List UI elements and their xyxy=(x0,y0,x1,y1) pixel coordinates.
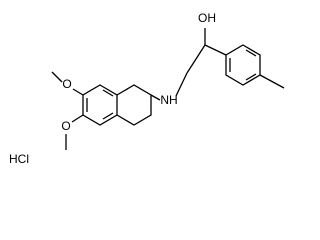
salt-label: HCl xyxy=(9,152,29,166)
bond xyxy=(204,44,227,56)
bond xyxy=(259,74,285,89)
aromatic-ring xyxy=(82,84,118,126)
atom-label: OH xyxy=(198,11,216,25)
bond xyxy=(175,72,188,97)
bond xyxy=(71,114,84,123)
atom-label: O xyxy=(61,119,70,133)
page: O O NH OH HCl (() => { const data = JSON… xyxy=(9,11,285,167)
double-bond xyxy=(245,73,257,81)
structure: O O NH OH HCl xyxy=(9,11,285,166)
bond xyxy=(186,44,206,74)
double-bond xyxy=(102,112,114,120)
bond xyxy=(150,94,161,101)
tolyl-ring xyxy=(225,44,261,86)
double-bond xyxy=(102,89,114,97)
bond xyxy=(72,88,84,96)
atom-label: O xyxy=(62,77,71,91)
double-bond xyxy=(245,49,257,57)
bond xyxy=(51,71,63,83)
saturated-ring xyxy=(116,84,152,126)
atom-label: NH xyxy=(160,93,177,107)
bonds xyxy=(51,28,285,150)
